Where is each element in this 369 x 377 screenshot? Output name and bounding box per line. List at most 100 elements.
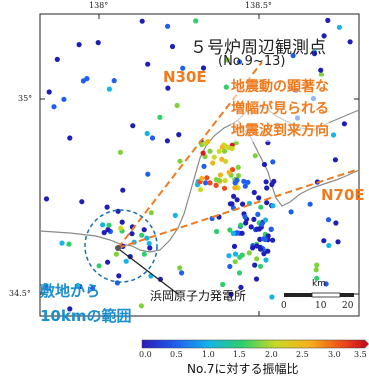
- station-dot: [113, 251, 119, 257]
- station-dot: [180, 65, 186, 71]
- station-dot: [263, 179, 269, 185]
- station-dot: [232, 251, 239, 257]
- colorbar-label: No.7に対する振幅比: [187, 362, 299, 376]
- station-dot: [238, 284, 244, 290]
- station-dot: [251, 189, 257, 196]
- station-dot: [223, 143, 229, 149]
- station-dot: [61, 96, 67, 102]
- station-dot: [51, 104, 57, 110]
- station-dot: [257, 263, 264, 269]
- station-dot: [106, 86, 112, 92]
- station-dot: [318, 67, 324, 73]
- station-dot: [250, 245, 256, 251]
- station-dot: [217, 172, 223, 178]
- map-title: ５号炉周辺観測点: [190, 38, 326, 58]
- station-dot: [118, 225, 124, 231]
- station-dot: [130, 123, 136, 129]
- station-dot: [138, 303, 144, 309]
- station-dot: [145, 171, 151, 177]
- station-dot: [236, 59, 243, 65]
- station-dot: [239, 252, 245, 258]
- station-dot: [240, 201, 246, 207]
- lon-tick-138: 138°: [89, 1, 109, 10]
- station-dot: [100, 222, 106, 228]
- station-dot: [200, 150, 206, 156]
- station-dot: [313, 267, 319, 273]
- station-dot: [211, 154, 217, 160]
- station-dot: [258, 246, 264, 252]
- station-dot: [330, 132, 337, 138]
- annotation-line-1: 地震動の顕著な: [231, 79, 329, 95]
- station-dot: [242, 183, 248, 189]
- scale-bar: [284, 292, 354, 298]
- station-dot: [59, 240, 65, 246]
- station-dot: [111, 78, 117, 84]
- station-dot: [333, 220, 339, 226]
- station-dot: [105, 227, 111, 233]
- station-dot: [332, 157, 338, 163]
- station-dot: [148, 210, 154, 216]
- station-dot: [221, 148, 228, 154]
- station-dot: [255, 211, 261, 217]
- station-dot: [129, 231, 135, 237]
- station-dot: [43, 284, 49, 290]
- station-dot: [147, 245, 153, 251]
- station-dot: [207, 148, 213, 154]
- station-dot: [238, 222, 244, 228]
- station-dot: [263, 257, 269, 263]
- station-dot: [202, 140, 208, 146]
- station-dot: [258, 204, 264, 210]
- station-dot: [261, 161, 268, 168]
- station-dot: [145, 61, 151, 67]
- station-dot: [335, 239, 341, 245]
- station-dot: [177, 265, 183, 271]
- n70e-line: [117, 169, 357, 249]
- station-dot: [117, 149, 123, 155]
- station-dot: [325, 17, 331, 23]
- station-dot: [239, 230, 245, 236]
- station-dot: [149, 135, 156, 141]
- station-dot: [216, 148, 222, 154]
- station-dot: [106, 222, 112, 228]
- station-dot: [157, 114, 163, 120]
- range-circle: [84, 209, 158, 283]
- station-dot: [79, 199, 85, 205]
- map-frame: [39, 13, 360, 317]
- station-dot: [104, 204, 110, 210]
- station-dot: [105, 259, 111, 265]
- station-dot: [307, 201, 313, 207]
- station-dot: [46, 89, 52, 95]
- site-range-line-1: 敷地から: [40, 282, 101, 300]
- station-dot: [252, 153, 258, 159]
- station-dot: [260, 236, 266, 242]
- station-dot: [245, 179, 251, 185]
- station-dot: [214, 228, 220, 235]
- station-dot: [164, 138, 170, 144]
- coastline: [39, 119, 360, 253]
- station-dot: [101, 230, 107, 236]
- station-dot: [54, 56, 60, 63]
- station-dot: [269, 294, 275, 300]
- station-dot: [268, 226, 274, 232]
- station-dot: [252, 262, 258, 268]
- station-dot: [201, 163, 207, 169]
- station-dot: [174, 102, 180, 109]
- station-dot: [311, 51, 318, 57]
- station-dot: [123, 258, 129, 264]
- lat-tick-34-5: 34.5°: [9, 289, 31, 298]
- station-dot: [221, 185, 228, 191]
- station-dot: [321, 33, 327, 39]
- station-dot: [270, 237, 276, 243]
- station-dot: [141, 251, 147, 257]
- station-dot: [229, 201, 235, 207]
- station-dot: [223, 84, 229, 90]
- n70e-label: N70E: [321, 186, 365, 204]
- station-dot: [222, 178, 228, 184]
- station-dot: [165, 85, 171, 91]
- station-dot: [232, 185, 238, 191]
- colorbar-tick-6: 3.0: [328, 350, 341, 359]
- colorbar: [141, 339, 366, 349]
- station-dot: [326, 242, 332, 249]
- station-dot: [231, 243, 238, 249]
- station-dot: [219, 156, 225, 162]
